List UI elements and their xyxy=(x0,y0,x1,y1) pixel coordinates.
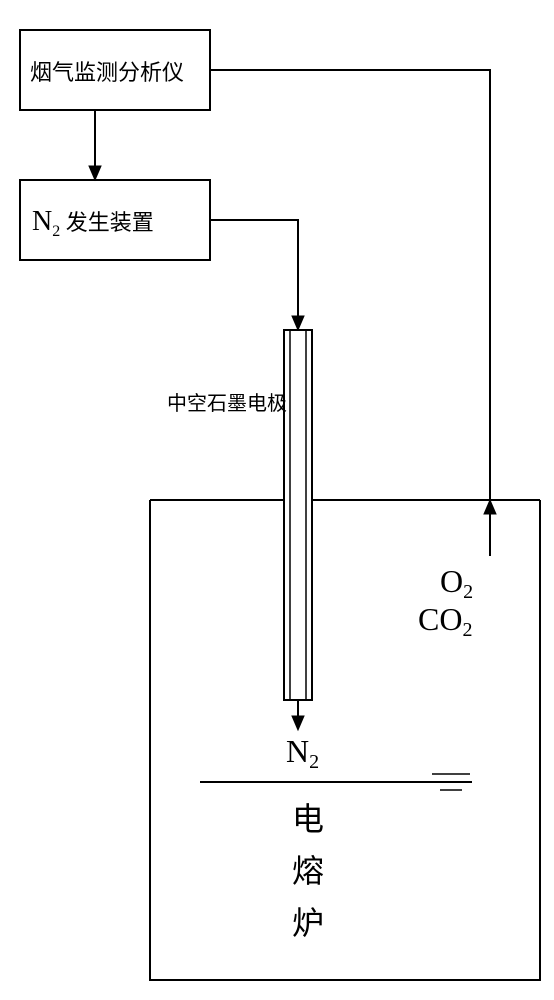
electric-furnace-diagram: 烟气监测分析仪 N2 发生装置 中空石墨电极 N2 电 熔 炉 O2 CO2 xyxy=(0,0,554,1000)
o2-label: O2 xyxy=(440,563,473,603)
n2-output-label: N2 xyxy=(286,733,319,773)
arrow-down-icon xyxy=(89,166,101,180)
edge-furnace-to-analyzer xyxy=(210,70,490,556)
n2-generator-label: N2 发生装置 xyxy=(32,206,154,240)
furnace-label-1: 电 xyxy=(292,801,324,837)
arrow-up-icon xyxy=(484,500,496,514)
furnace-box xyxy=(150,500,540,980)
arrow-down-icon xyxy=(292,316,304,330)
gas-analyzer-label: 烟气监测分析仪 xyxy=(30,60,184,85)
electrode-outer xyxy=(284,330,312,700)
electrode-label: 中空石墨电极 xyxy=(167,392,287,415)
edge-generator-to-electrode xyxy=(210,220,298,322)
furnace-label-2: 熔 xyxy=(292,853,324,889)
arrow-down-icon xyxy=(292,716,304,730)
co2-label: CO2 xyxy=(418,601,472,641)
furnace-label-3: 炉 xyxy=(292,905,324,941)
